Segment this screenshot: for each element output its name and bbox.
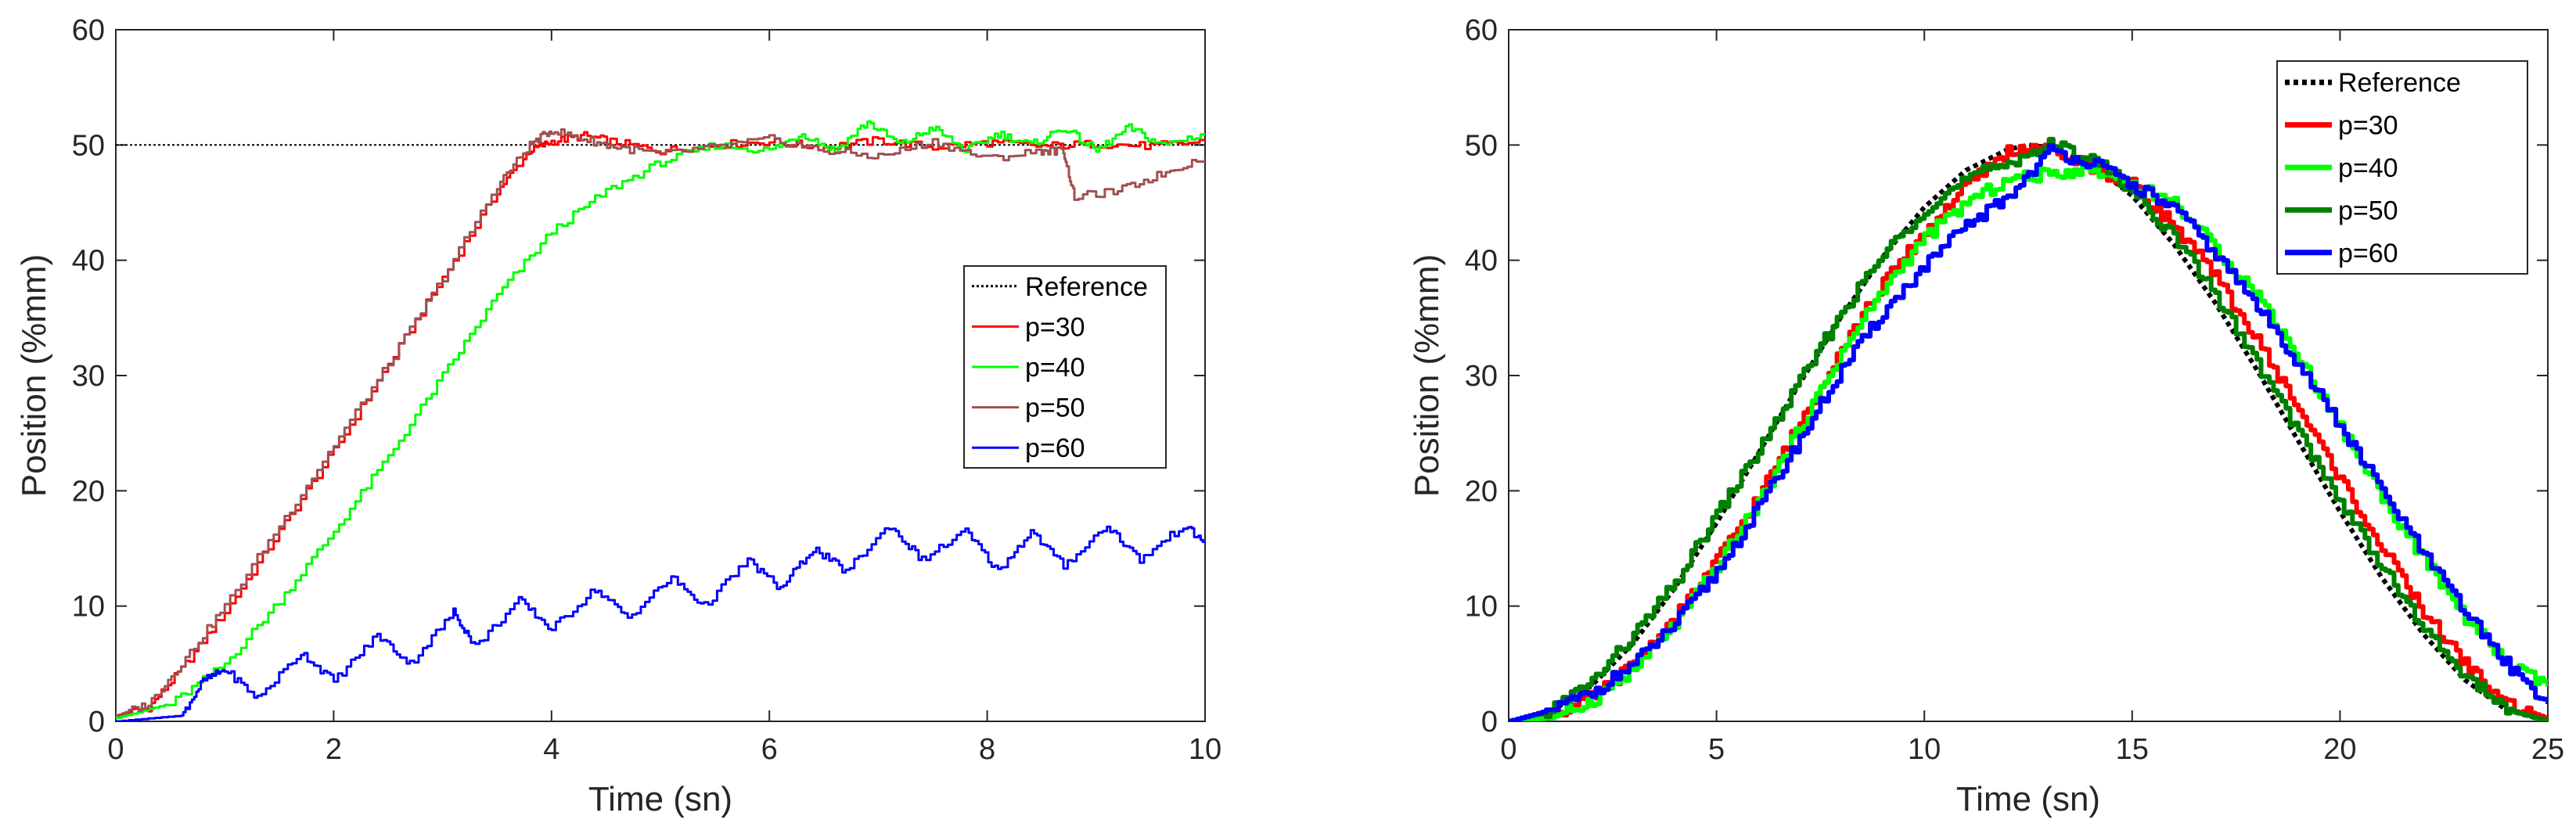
series-line-p-50 [1509, 136, 2548, 721]
x-tick-label: 10 [1908, 733, 1941, 766]
series-line-p-30 [116, 131, 1205, 717]
y-tick-label: 0 [88, 706, 105, 739]
x-tick-label: 20 [2323, 733, 2356, 766]
y-tick-label: 50 [72, 129, 105, 162]
legend: Reference p=30 p=40 p=50 p=60 [2276, 60, 2528, 275]
legend-label: p=30 [1025, 312, 1085, 342]
y-tick-label: 40 [72, 245, 105, 278]
legend-label: p=40 [1025, 353, 1085, 383]
y-tick-label: 60 [72, 14, 105, 47]
x-tick-label: 25 [2531, 733, 2564, 766]
x-tick-label: 0 [107, 733, 124, 766]
series-line-p-60 [116, 525, 1205, 721]
series-group [116, 120, 1205, 721]
y-axis-label: Position (%mm) [15, 254, 53, 498]
legend-label: p=50 [2338, 196, 2398, 225]
y-tick-label: 20 [1465, 475, 1498, 508]
x-tick-label: 4 [543, 733, 559, 766]
legend-label: p=30 [2338, 111, 2398, 141]
y-tick-label: 30 [1465, 360, 1498, 393]
y-tick-label: 50 [1465, 129, 1498, 162]
x-tick-label: 8 [979, 733, 995, 766]
legend-label: p=50 [1025, 394, 1085, 423]
y-tick-label: 20 [72, 475, 105, 508]
y-tick-label: 30 [72, 360, 105, 393]
x-tick-label: 6 [761, 733, 778, 766]
legend-label: p=60 [2338, 239, 2398, 268]
series-line-p-50 [116, 128, 1205, 717]
legend-label: p=40 [2338, 153, 2398, 183]
x-axis-label: Time (sn) [1956, 780, 2100, 818]
x-tick-label: 5 [1708, 733, 1725, 766]
y-axis-label: Position (%mm) [1408, 254, 1446, 498]
x-tick-label: 0 [1500, 733, 1516, 766]
legend-label: p=60 [1025, 433, 1085, 463]
x-tick-label: 15 [2116, 733, 2149, 766]
chart-2: 0 5 10 15 20 25 0 10 20 30 40 50 60 Time (sn) Position… [1408, 14, 2564, 818]
series-group [1509, 136, 2548, 721]
legend-label: Reference [2338, 68, 2461, 98]
y-tick-label: 0 [1481, 706, 1498, 739]
y-tick-label: 10 [72, 591, 105, 624]
y-tick-label: 60 [1465, 14, 1498, 47]
legend-label: Reference [1025, 272, 1148, 302]
series-line-p-60 [1509, 142, 2548, 721]
x-axis-label: Time (sn) [588, 780, 732, 818]
y-tick-label: 10 [1465, 591, 1498, 624]
chart-1: 0 2 4 6 8 10 0 10 20 30 40 50 60 Time (sn) Position (%… [15, 14, 1221, 818]
y-tick-label: 40 [1465, 245, 1498, 278]
legend: Reference p=30 p=40 p=50 p=60 [963, 265, 1167, 469]
series-line-p-40 [116, 120, 1205, 720]
x-tick-label: 2 [326, 733, 342, 766]
x-tick-label: 10 [1189, 733, 1221, 766]
